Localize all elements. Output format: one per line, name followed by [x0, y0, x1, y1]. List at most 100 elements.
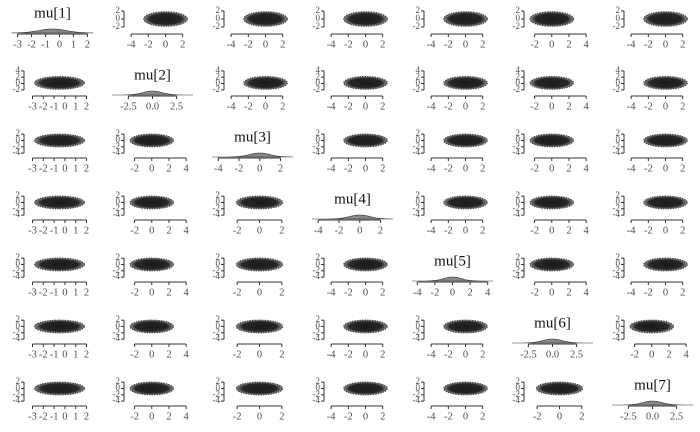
- y-tick-label: 2: [616, 5, 621, 15]
- y-tick-label: 2: [316, 252, 321, 262]
- point-cloud: [443, 75, 488, 90]
- point-cloud: [143, 11, 188, 27]
- y-tick-label: -4: [513, 147, 521, 157]
- y-tick-label: 0: [216, 383, 221, 393]
- y-tick-label: 2: [216, 376, 221, 386]
- y-tick-label: 2: [16, 71, 21, 81]
- x-tick-label: 4: [584, 225, 590, 236]
- y-tick-label: 2: [616, 71, 621, 81]
- x-tick-label: -2: [533, 411, 542, 422]
- y-tick-label: 4: [316, 65, 321, 75]
- x-tick-label: 0: [549, 163, 554, 174]
- y-tick-label: 0: [516, 383, 521, 393]
- x-tick-label: 0: [557, 411, 562, 422]
- x-tick-label: -4: [214, 163, 223, 174]
- x-tick-label: 4: [584, 39, 590, 50]
- x-tick-label: 1: [71, 39, 76, 50]
- x-tick-label: 2: [380, 411, 385, 422]
- y-tick-label: 0: [116, 383, 121, 393]
- x-tick-label: 2: [680, 39, 685, 50]
- y-tick-label: -2: [413, 327, 421, 337]
- y-tick-label: 0: [316, 383, 321, 393]
- x-tick-label: 0: [463, 101, 468, 112]
- x-tick-label: 2.5: [170, 101, 183, 112]
- x-tick-label: 4: [485, 287, 491, 298]
- y-tick-label: 0: [416, 383, 421, 393]
- x-tick-label: 0: [363, 287, 368, 298]
- x-tick-label: 0: [62, 349, 67, 360]
- x-tick-label: 0: [62, 101, 67, 112]
- y-tick-label: 0: [16, 259, 21, 269]
- y-tick-label: 2: [416, 376, 421, 386]
- x-tick-label: -1: [50, 163, 59, 174]
- y-tick-label: 2: [516, 376, 521, 386]
- y-tick-label: 2: [216, 190, 221, 200]
- x-tick-label: 0: [257, 163, 262, 174]
- y-tick-label: 0: [16, 321, 21, 331]
- x-tick-label: -2: [235, 163, 244, 174]
- x-tick-label: -4: [227, 101, 236, 112]
- x-tick-label: 2: [566, 163, 571, 174]
- x-tick-label: -1: [50, 225, 59, 236]
- y-tick-label: 0: [16, 135, 21, 145]
- x-tick-label: -1: [50, 101, 59, 112]
- x-tick-label: 2: [680, 287, 685, 298]
- y-tick-label: 4: [16, 65, 21, 75]
- x-tick-label: 0: [149, 225, 154, 236]
- x-tick-label: -3: [28, 287, 37, 298]
- x-tick-label: -2: [444, 225, 453, 236]
- y-tick-label: -4: [313, 147, 321, 157]
- y-tick-label: -2: [313, 389, 321, 399]
- y-tick-label: 0: [416, 78, 421, 88]
- y-tick-label: 0: [616, 321, 621, 331]
- x-tick-label: 0: [149, 287, 154, 298]
- density-curve: [612, 400, 693, 406]
- density-curve: [212, 152, 293, 158]
- density-curve: [112, 90, 193, 96]
- x-tick-label: 2: [680, 225, 685, 236]
- x-tick-label: 0: [263, 101, 268, 112]
- density-curve: [312, 214, 393, 220]
- point-cloud: [643, 133, 688, 148]
- x-tick-label: -2: [530, 39, 539, 50]
- point-cloud: [343, 319, 388, 334]
- y-tick-label: -4: [13, 147, 21, 157]
- x-tick-label: 2: [480, 225, 485, 236]
- y-tick-label: -2: [13, 84, 21, 94]
- y-tick-label: -2: [313, 265, 321, 275]
- point-cloud: [443, 381, 488, 396]
- x-tick-label: 2: [680, 101, 685, 112]
- x-tick-label: 0: [149, 349, 154, 360]
- x-tick-label: -3: [28, 101, 37, 112]
- x-tick-label: -4: [427, 411, 436, 422]
- point-cloud: [643, 257, 688, 272]
- y-tick-label: 2: [416, 190, 421, 200]
- point-cloud: [129, 133, 175, 148]
- y-tick-label: 2: [116, 190, 121, 200]
- x-tick-label: -4: [427, 39, 436, 50]
- x-tick-label: 0: [450, 287, 455, 298]
- x-tick-label: 2: [480, 39, 485, 50]
- x-tick-label: -2: [530, 163, 539, 174]
- y-tick-label: -4: [113, 395, 121, 405]
- y-tick-label: -2: [613, 141, 621, 151]
- x-tick-label: -3: [13, 39, 22, 50]
- y-tick-label: -4: [113, 333, 121, 343]
- x-tick-label: 0: [463, 163, 468, 174]
- x-tick-label: 2: [280, 39, 285, 50]
- y-tick-label: -2: [613, 327, 621, 337]
- x-tick-label: -2: [244, 39, 253, 50]
- x-tick-label: -4: [427, 225, 436, 236]
- panel-title: mu[4]: [334, 191, 371, 207]
- y-tick-label: 0: [316, 259, 321, 269]
- y-tick-label: 4: [616, 65, 621, 75]
- density-curve: [512, 338, 593, 344]
- y-tick-label: -4: [413, 147, 421, 157]
- y-tick-label: 2: [16, 128, 21, 138]
- x-tick-label: -2: [130, 225, 139, 236]
- x-tick-label: -2: [644, 39, 653, 50]
- x-tick-label: 0: [463, 225, 468, 236]
- y-tick-label: -2: [613, 84, 621, 94]
- x-tick-label: 0: [549, 39, 554, 50]
- x-tick-label: 2: [84, 225, 89, 236]
